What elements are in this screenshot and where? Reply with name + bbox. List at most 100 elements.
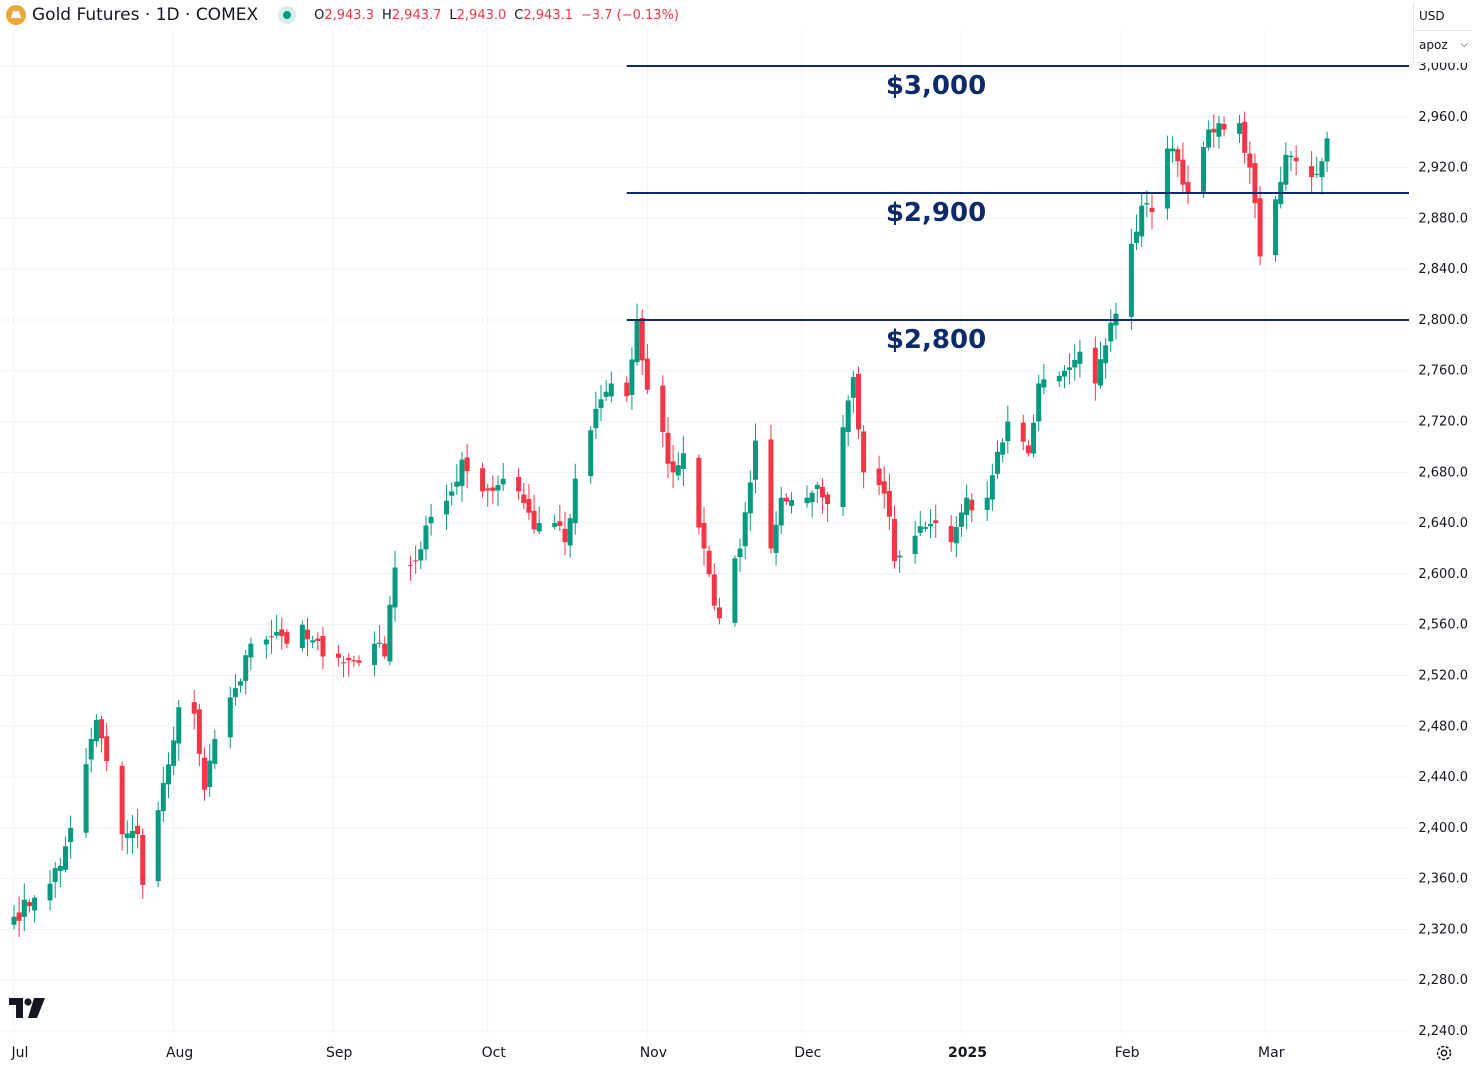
candle-body-down [335, 653, 341, 658]
candle-body-down [825, 494, 831, 505]
candle-body-up [588, 430, 594, 477]
candle-body-up [68, 827, 74, 843]
candle-body-up [1206, 129, 1212, 148]
candle-body-up [897, 555, 903, 558]
candle-body-up [165, 764, 171, 785]
candle-body-down [351, 660, 357, 662]
candle-body-up [1237, 123, 1243, 134]
candle-body-up [1288, 155, 1294, 158]
gold-bars-icon[interactable] [6, 5, 26, 25]
candle-body-up [248, 643, 254, 658]
candle-body-down [490, 487, 496, 491]
candle-body-down [644, 358, 650, 390]
candle-body-up [1067, 367, 1073, 370]
symbol-title[interactable]: Gold Futures · 1D · COMEX [32, 5, 259, 25]
price-scale-unit-selector: USD apoz ⌵ [1413, 2, 1472, 63]
currency-selector[interactable]: USD [1414, 2, 1472, 30]
price-tick-label: 2,560.0 [1418, 618, 1468, 633]
candle-body-down [1211, 128, 1217, 133]
candle-body-up [608, 383, 614, 397]
price-tick-label: 2,240.0 [1418, 1024, 1468, 1039]
candle-body-down [557, 521, 563, 526]
candle-body-down [1221, 123, 1227, 130]
candle-body-up [737, 548, 743, 558]
candle-body-up [57, 865, 63, 871]
candle-body-down [26, 902, 32, 907]
price-tick-label: 2,320.0 [1418, 922, 1468, 937]
candle-body-up [1061, 370, 1067, 377]
candle-body-down [1242, 121, 1248, 153]
candle-body-up [1056, 375, 1062, 382]
candle-body-down [284, 632, 290, 644]
candle-body-down [639, 318, 645, 361]
candle-body-up [310, 640, 316, 643]
candle-body-up [495, 485, 501, 491]
candle-body-down [99, 719, 105, 739]
price-tick-label: 2,960.0 [1418, 110, 1468, 125]
candle-body-up [1103, 345, 1109, 364]
candle-body-down [701, 522, 707, 549]
price-tick-label: 2,800.0 [1418, 313, 1468, 328]
price-tick-label: 2,600.0 [1418, 567, 1468, 582]
candle-body-down [1020, 422, 1026, 442]
candle-body-up [47, 883, 53, 901]
candle-body-up [377, 642, 383, 644]
candle-body-up [773, 524, 779, 553]
price-tick-label: 2,400.0 [1418, 821, 1468, 836]
candle-body-up [989, 475, 995, 500]
candle-body-up [752, 440, 758, 480]
chevron-down-icon: ⌵ [1460, 39, 1468, 50]
price-tick-label: 2,760.0 [1418, 364, 1468, 379]
candle-body-up [212, 738, 218, 764]
candle-body-up [1139, 205, 1145, 237]
candle-body-down [1185, 182, 1191, 193]
candle-body-down [948, 526, 954, 543]
candle-body-up [299, 624, 305, 648]
candle-body-down [521, 494, 527, 504]
chart-grid [0, 30, 1410, 1035]
candle-body-down [140, 835, 146, 885]
level-label: $3,000 [886, 71, 986, 101]
candle-body-down [711, 574, 717, 606]
candle-body-down [1180, 159, 1186, 185]
price-tick-label: 2,440.0 [1418, 770, 1468, 785]
candle-body-up [1036, 383, 1042, 422]
unit-selector[interactable]: apoz ⌵ [1414, 30, 1472, 59]
chart-legend-header: Gold Futures · 1D · COMEX O2,943.3 H2,94… [6, 4, 679, 26]
candle-body-down [315, 638, 321, 641]
candle-body-up [1005, 421, 1011, 442]
candle-body-down [485, 488, 491, 491]
candle-body-up [428, 516, 434, 524]
tradingview-logo-icon[interactable] [9, 998, 45, 1022]
settings-gear-icon[interactable] [1434, 1043, 1454, 1067]
candle-body-down [1252, 163, 1258, 204]
candle-body-down [341, 662, 347, 664]
candle-body-up [1134, 231, 1140, 243]
price-tick-label: 2,920.0 [1418, 161, 1468, 176]
candle-body-up [274, 631, 280, 636]
candle-body-up [423, 525, 429, 550]
candle-body-up [809, 492, 815, 503]
candle-body-up [1283, 154, 1289, 185]
candle-body-down [1257, 198, 1263, 257]
candle-body-down [268, 636, 274, 638]
candle-body-up [850, 377, 856, 398]
candle-body-up [1273, 199, 1279, 256]
candle-body-up [953, 527, 959, 544]
candle-body-down [305, 629, 311, 640]
candle-body-up [459, 459, 465, 486]
candle-body-up [814, 485, 820, 489]
market-open-dot-icon [278, 6, 297, 24]
candle-body-down [768, 439, 774, 549]
price-change: −3.7 (−0.13%) [580, 7, 680, 23]
candle-body-down [855, 373, 861, 430]
candle-body-up [675, 465, 681, 476]
candle-body-up [567, 518, 573, 546]
candle-body-up [444, 500, 450, 515]
candle-body-down [892, 518, 898, 562]
candle-body-up [387, 604, 393, 662]
candle-body-down [346, 657, 352, 661]
candle-body-down [624, 382, 630, 397]
candle-body-up [840, 427, 846, 508]
